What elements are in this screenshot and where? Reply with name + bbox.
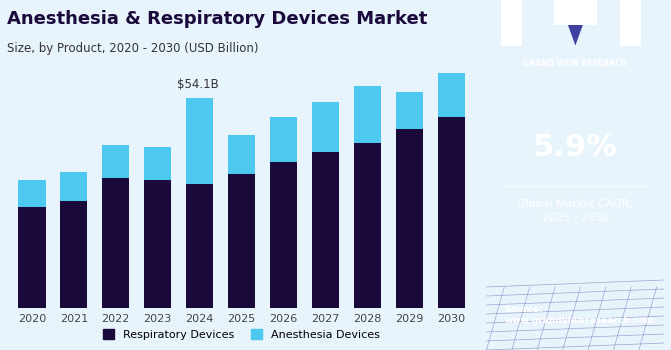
FancyBboxPatch shape	[501, 0, 522, 46]
Text: Anesthesia & Respiratory Devices Market: Anesthesia & Respiratory Devices Market	[7, 10, 427, 28]
Bar	[437, 118, 465, 308]
Bar	[186, 98, 213, 183]
Text: Global Market CAGR,
2025 - 2030: Global Market CAGR, 2025 - 2030	[517, 199, 633, 223]
Polygon shape	[554, 0, 597, 46]
FancyBboxPatch shape	[620, 0, 641, 46]
Bar	[396, 129, 423, 308]
Bar	[228, 174, 255, 308]
Bar	[60, 172, 87, 201]
Bar	[144, 147, 171, 180]
Text: GRAND VIEW RESEARCH: GRAND VIEW RESEARCH	[523, 60, 627, 69]
Bar	[228, 135, 255, 174]
Bar	[102, 178, 130, 308]
Bar	[270, 118, 297, 162]
Bar	[60, 201, 87, 308]
Text: $54.1B: $54.1B	[176, 78, 218, 91]
Bar	[437, 73, 465, 118]
Legend: Respiratory Devices, Anesthesia Devices: Respiratory Devices, Anesthesia Devices	[99, 325, 384, 344]
Bar	[270, 162, 297, 308]
Bar	[144, 180, 171, 308]
Text: Size, by Product, 2020 - 2030 (USD Billion): Size, by Product, 2020 - 2030 (USD Billi…	[7, 42, 258, 55]
Bar	[18, 180, 46, 207]
Bar	[102, 145, 130, 178]
Bar	[354, 86, 381, 143]
Bar	[312, 153, 339, 308]
Bar	[312, 102, 339, 153]
Text: Source:
www.grandviewresearch.com: Source: www.grandviewresearch.com	[505, 304, 654, 325]
Bar	[354, 143, 381, 308]
Bar	[396, 92, 423, 129]
Bar	[186, 183, 213, 308]
Text: 5.9%: 5.9%	[533, 133, 618, 161]
Bar	[18, 207, 46, 308]
FancyBboxPatch shape	[554, 0, 597, 25]
